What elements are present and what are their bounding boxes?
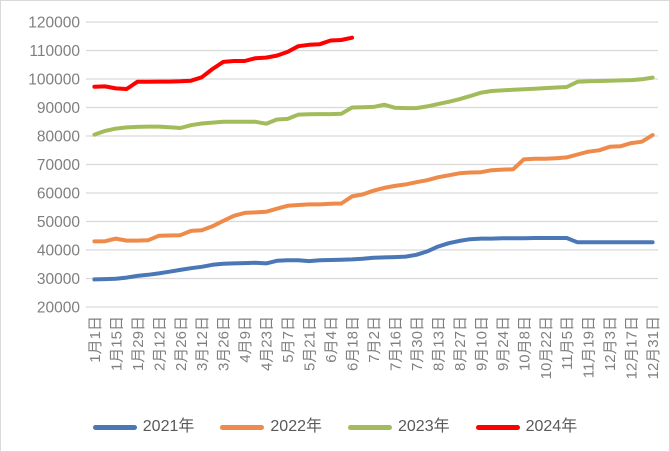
x-axis-tick-label: 10月8日 [516, 316, 533, 371]
x-axis-tick-label: 4月9日 [237, 316, 254, 363]
chart-legend: 2021年 2022年 2023年 2024年 [1, 413, 669, 441]
legend-item-2021年: 2021年 [92, 418, 195, 435]
series-line-2024年 [92, 35, 354, 91]
legend-item-2022年: 2022年 [220, 419, 322, 435]
legend-item-2023年: 2023年 [348, 419, 450, 435]
y-axis-tick-label: 30000 [37, 271, 80, 288]
series-line-2021年 [92, 236, 655, 282]
y-axis-tick-label: 40000 [37, 243, 80, 260]
x-axis-tick-label: 6月18日 [345, 316, 362, 371]
x-axis-tick-label: 12月31日 [645, 316, 662, 379]
legend-label: 2021年 [142, 418, 195, 435]
y-axis-tick-label: 80000 [37, 129, 80, 146]
legend-swatch-icon [92, 424, 137, 430]
y-axis-tick-label: 110000 [29, 43, 80, 60]
y-axis-tick-label: 50000 [37, 214, 80, 231]
x-axis-tick-label: 9月24日 [495, 316, 512, 371]
legend-item-2024年: 2024年 [475, 418, 578, 435]
x-axis-tick-label: 12月17日 [624, 316, 641, 379]
x-axis-tick-label: 11月5日 [559, 316, 576, 370]
x-axis-tick-label: 12月3日 [602, 316, 619, 371]
x-axis-tick-label: 1月29日 [130, 316, 147, 371]
y-axis-tick-label: 60000 [37, 186, 80, 203]
legend-swatch-icon [348, 424, 392, 430]
y-axis-tick-label: 120000 [28, 15, 80, 32]
x-axis-tick-label: 5月7日 [280, 316, 297, 363]
x-axis-tick-label: 1月1日 [87, 316, 104, 363]
x-axis-tick-label: 7月16日 [388, 316, 405, 371]
y-axis-tick-label: 90000 [37, 100, 80, 117]
legend-label: 2022年 [270, 418, 322, 435]
x-axis-tick-label: 2月12日 [151, 316, 168, 371]
x-axis-tick-label: 3月26日 [216, 316, 233, 371]
x-axis-tick-label: 5月21日 [302, 316, 319, 371]
x-axis-tick-label: 11月19日 [581, 316, 598, 378]
y-axis-tick-label: 70000 [37, 157, 80, 174]
series-line-2022年 [92, 133, 655, 244]
legend-swatch-icon [475, 424, 520, 430]
x-axis-tick-label: 7月30日 [409, 316, 426, 371]
x-axis-tick-label: 6月4日 [323, 316, 340, 363]
legend-label: 2023年 [398, 418, 450, 435]
series-line-2023年 [92, 75, 655, 137]
x-axis-tick-label: 2月26日 [173, 316, 190, 371]
x-axis-tick-label: 4月23日 [259, 316, 276, 371]
y-axis-tick-label: 100000 [28, 72, 80, 89]
legend-label: 2024年 [525, 418, 578, 435]
y-axis-tick-label: 20000 [37, 300, 80, 317]
x-axis-tick-label: 7月2日 [366, 316, 383, 363]
x-axis-tick-label: 10月22日 [538, 316, 555, 379]
legend-swatch-icon [220, 424, 265, 430]
x-axis-tick-label: 8月27日 [452, 316, 469, 371]
x-axis-tick-label: 3月12日 [194, 316, 211, 371]
x-axis-tick-label: 9月10日 [473, 316, 490, 371]
x-axis-tick-label: 8月13日 [430, 316, 447, 371]
x-axis-tick-label: 1月15日 [108, 316, 125, 371]
